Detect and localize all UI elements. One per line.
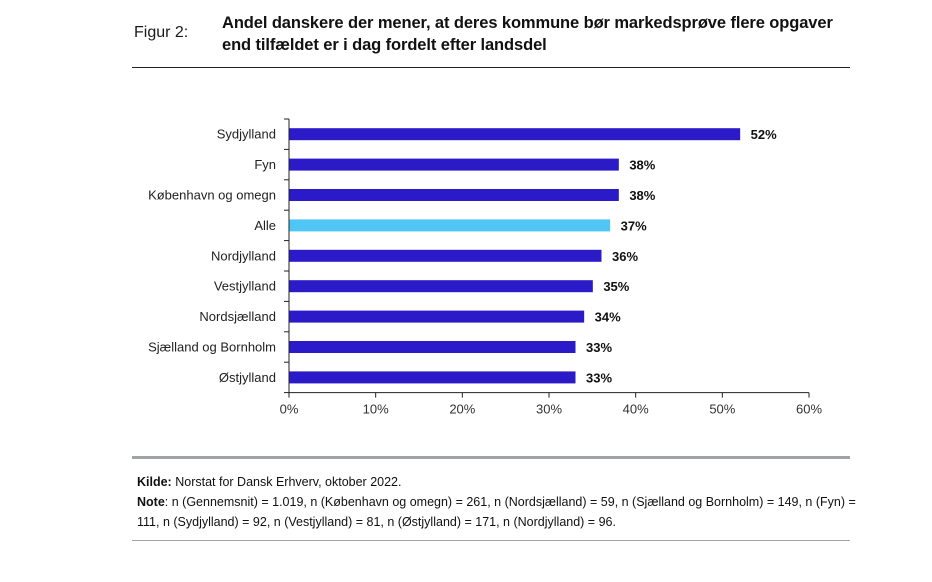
footer-divider-top	[132, 456, 850, 459]
bar	[289, 158, 619, 171]
bar	[289, 128, 741, 141]
source-label: Kilde:	[137, 475, 172, 489]
source-text: Norstat for Dansk Erhverv, oktober 2022.	[175, 475, 402, 489]
x-tick-label: 50%	[709, 402, 735, 417]
bar-chart: 0% 10% 20% 30% 40% 50% 60% Sydjylland 52% Fyn 38% K…	[148, 118, 822, 417]
bar	[289, 371, 576, 384]
data-label: 35%	[603, 279, 629, 294]
category-label: Nordsjælland	[199, 309, 276, 324]
data-label: 33%	[586, 370, 612, 385]
bar	[289, 249, 602, 262]
category-label: Sjælland og Bornholm	[148, 340, 276, 355]
x-tick-label: 40%	[623, 402, 649, 417]
data-label: 34%	[595, 310, 621, 325]
bar	[289, 189, 619, 201]
note-label: Note	[137, 495, 165, 509]
data-label: 38%	[629, 158, 655, 173]
bar	[289, 280, 593, 293]
x-tick-label: 0%	[280, 402, 299, 417]
figure-title: Andel danskere der mener, at deres kommu…	[222, 14, 833, 54]
bar	[289, 219, 611, 232]
category-label: København og omegn	[148, 188, 276, 203]
category-label: Østjylland	[219, 370, 276, 385]
bar	[289, 310, 585, 323]
category-label: Nordjylland	[211, 248, 276, 263]
note-text: : n (Gennemsnit) = 1.019, n (København o…	[137, 495, 856, 529]
title-divider	[132, 67, 850, 68]
bar	[289, 341, 576, 353]
footer-divider-bottom	[132, 540, 850, 541]
source-line: Kilde: Norstat for Dansk Erhverv, oktobe…	[137, 472, 857, 492]
category-label: Alle	[254, 218, 276, 233]
note-line: Note: n (Gennemsnit) = 1.019, n (Københa…	[137, 492, 857, 532]
category-label: Fyn	[254, 157, 276, 172]
x-tick-label: 10%	[363, 402, 389, 417]
chart-footer: Kilde: Norstat for Dansk Erhverv, oktobe…	[137, 472, 857, 532]
figure-label: Figur 2:	[134, 24, 189, 41]
data-label: 36%	[612, 249, 638, 264]
x-tick-label: 20%	[449, 402, 475, 417]
data-label: 33%	[586, 340, 612, 355]
data-label: 37%	[621, 218, 647, 233]
data-label: 52%	[751, 127, 777, 142]
x-tick-label: 30%	[536, 402, 562, 417]
category-label: Sydjylland	[217, 127, 276, 142]
data-label: 38%	[629, 188, 655, 203]
category-label: Vestjylland	[214, 279, 276, 294]
x-tick-label: 60%	[796, 402, 822, 417]
